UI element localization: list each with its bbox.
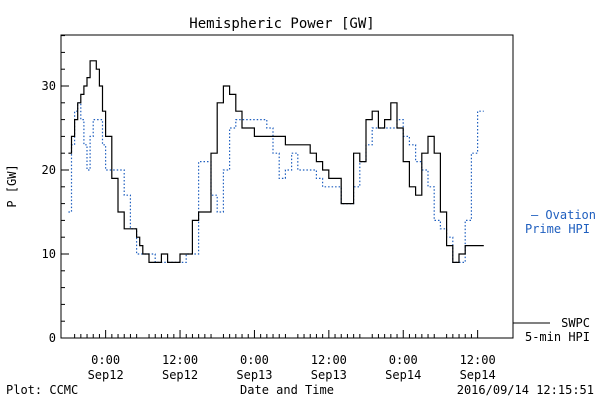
legend-ovation: — Ovation Prime HPI [525,208,596,236]
legend-ovation-line1: — Ovation [531,208,596,222]
legend-swpc-line2: 5-min HPI [525,330,590,344]
footer-source: Plot: CCMC [6,383,78,397]
y-tick-label: 0 [49,331,56,345]
y-tick-label: 10 [42,247,56,261]
series-layer [68,60,484,263]
x-tick-time: 0:00 [389,353,418,367]
x-tick-date: Sep13 [311,368,347,382]
x-tick-date: Sep14 [460,368,496,382]
footer-timestamp: 2016/09/14 12:15:51 [457,383,594,397]
x-tick-time: 12:00 [460,353,496,367]
axis-ticks: 01020300:00Sep1212:00Sep120:00Sep1312:00… [42,35,496,382]
chart-title: Hemispheric Power [GW] [189,16,374,32]
series-swpc-line [68,60,484,263]
y-tick-label: 20 [42,163,56,177]
x-tick-time: 0:00 [91,353,120,367]
series-ovation-line [68,102,484,263]
x-axis-label: Date and Time [240,383,334,397]
plot-area [60,34,514,339]
legend-swpc-line1: SWPC [561,316,590,330]
y-tick-label: 30 [42,79,56,93]
x-tick-date: Sep13 [236,368,272,382]
legend-ovation-line2: Prime HPI [525,222,590,236]
x-tick-time: 0:00 [240,353,269,367]
legend-swpc: SWPC 5-min HPI [513,316,590,344]
x-tick-time: 12:00 [311,353,347,367]
y-axis-label: P [GW] [5,164,19,207]
x-tick-date: Sep14 [385,368,421,382]
x-tick-date: Sep12 [162,368,198,382]
x-tick-date: Sep12 [88,368,124,382]
x-tick-time: 12:00 [162,353,198,367]
